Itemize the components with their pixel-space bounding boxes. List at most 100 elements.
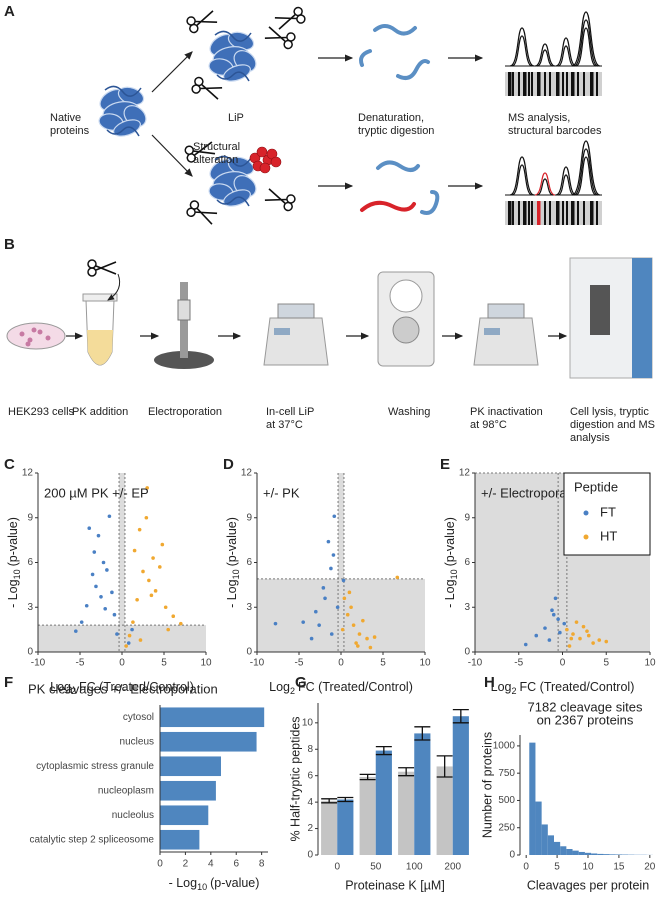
y-tick-label: 12 xyxy=(22,468,34,479)
data-point xyxy=(84,603,89,608)
label-part: 10 xyxy=(231,569,241,579)
y-tick-label: 3 xyxy=(464,602,470,613)
data-point xyxy=(368,645,373,650)
barcode-stripe xyxy=(512,72,514,96)
data-point xyxy=(317,623,321,627)
chart-title: 200 µM PK +/- EP xyxy=(44,485,149,500)
data-point xyxy=(551,612,556,617)
barcode-stripe xyxy=(571,201,575,225)
x-tick-label: 0 xyxy=(334,862,340,873)
data-point xyxy=(79,620,84,624)
x-tick-label: 8 xyxy=(259,859,265,870)
cell xyxy=(25,341,31,347)
handle xyxy=(87,267,97,277)
thermoblock xyxy=(487,303,525,319)
histogram-bar xyxy=(584,852,592,855)
arrow xyxy=(151,134,193,177)
undefined: Structural xyxy=(193,141,240,153)
barcode-stripe xyxy=(531,72,533,96)
data-point xyxy=(132,548,137,553)
legend-title: Peptide xyxy=(574,479,618,494)
nonsignificant-band xyxy=(338,473,344,652)
peptide xyxy=(359,49,372,67)
data-point xyxy=(147,578,151,583)
histogram-bar xyxy=(572,850,579,855)
axis-label: - Log10 (p-value) xyxy=(6,517,22,608)
data-point xyxy=(101,560,106,565)
peptide xyxy=(360,200,416,212)
y-tick-label: 6 xyxy=(246,557,252,568)
ms-peak xyxy=(534,43,556,67)
label-part: - Log xyxy=(443,579,457,608)
scissors-icon xyxy=(184,141,216,163)
label-part: - Log xyxy=(225,579,239,608)
thermomixer xyxy=(473,317,539,366)
y-tick-label: 9 xyxy=(246,512,252,523)
data-point xyxy=(103,606,107,611)
barcode-stripe xyxy=(528,72,530,96)
step-label: at 98°C xyxy=(470,419,507,431)
data-point xyxy=(107,514,112,519)
bar xyxy=(160,707,265,728)
data-point xyxy=(74,629,78,633)
blade xyxy=(264,198,287,201)
y-tick-label: 0 xyxy=(464,647,470,658)
histogram-bar xyxy=(591,853,598,855)
barcode-stripe xyxy=(556,72,560,96)
data-point xyxy=(342,596,347,601)
label-part: 2 xyxy=(71,686,76,696)
x-tick-label: 10 xyxy=(644,658,656,669)
data-point xyxy=(523,642,528,647)
data-point xyxy=(141,569,145,574)
data-point xyxy=(144,515,149,520)
ms-peak xyxy=(575,27,597,67)
scissors-icon xyxy=(186,200,218,225)
y-axis-label: % Half-tryptic peptides xyxy=(288,716,302,841)
data-point xyxy=(558,630,562,635)
data-point xyxy=(115,632,119,636)
label-part: FC (Treated/Control) xyxy=(298,680,413,694)
thermoblock xyxy=(277,303,315,319)
data-point xyxy=(96,533,101,538)
x-tick-label: -10 xyxy=(31,658,46,669)
data-point xyxy=(332,514,337,519)
ms-peak xyxy=(575,156,597,196)
x-tick-label: -5 xyxy=(76,658,85,669)
y-tick-label: 9 xyxy=(464,512,470,523)
data-point xyxy=(153,589,158,593)
barcode-stripe xyxy=(508,72,512,96)
legend-label: HT xyxy=(600,528,617,543)
step-label: analysis xyxy=(570,432,610,444)
data-point xyxy=(534,633,539,638)
blade xyxy=(268,188,286,204)
handle xyxy=(189,23,199,34)
x-tick-label: 10 xyxy=(582,862,594,873)
panel-label: B xyxy=(4,236,15,253)
label-part: FC (Treated/Control) xyxy=(520,680,635,694)
y-tick-label: cytosol xyxy=(123,712,154,723)
x-tick-label: 5 xyxy=(554,862,560,873)
x-tick-label: 0 xyxy=(157,859,163,870)
data-point xyxy=(90,572,95,577)
histogram-bar xyxy=(615,854,622,855)
barcode-stripe xyxy=(544,72,546,96)
blade xyxy=(196,10,214,26)
y-tick-label: 250 xyxy=(498,822,515,833)
data-point xyxy=(356,644,360,648)
scissors-icon xyxy=(264,188,296,212)
blade xyxy=(264,36,287,39)
bar xyxy=(321,800,338,855)
y-tick-label: 9 xyxy=(27,512,33,523)
step-label: Cell lysis, tryptic xyxy=(570,406,649,418)
undefined: tryptic digestion xyxy=(358,125,434,137)
y-tick-label: 6 xyxy=(27,557,33,568)
ms-peak xyxy=(573,19,599,67)
data-point xyxy=(591,641,595,645)
nonsignificant-band xyxy=(119,473,125,652)
cell xyxy=(27,337,33,343)
histogram-bar xyxy=(609,854,616,855)
label-part: 10 xyxy=(197,882,207,892)
chart-title: on 2367 proteins xyxy=(537,712,634,727)
ms-peak xyxy=(555,166,577,196)
